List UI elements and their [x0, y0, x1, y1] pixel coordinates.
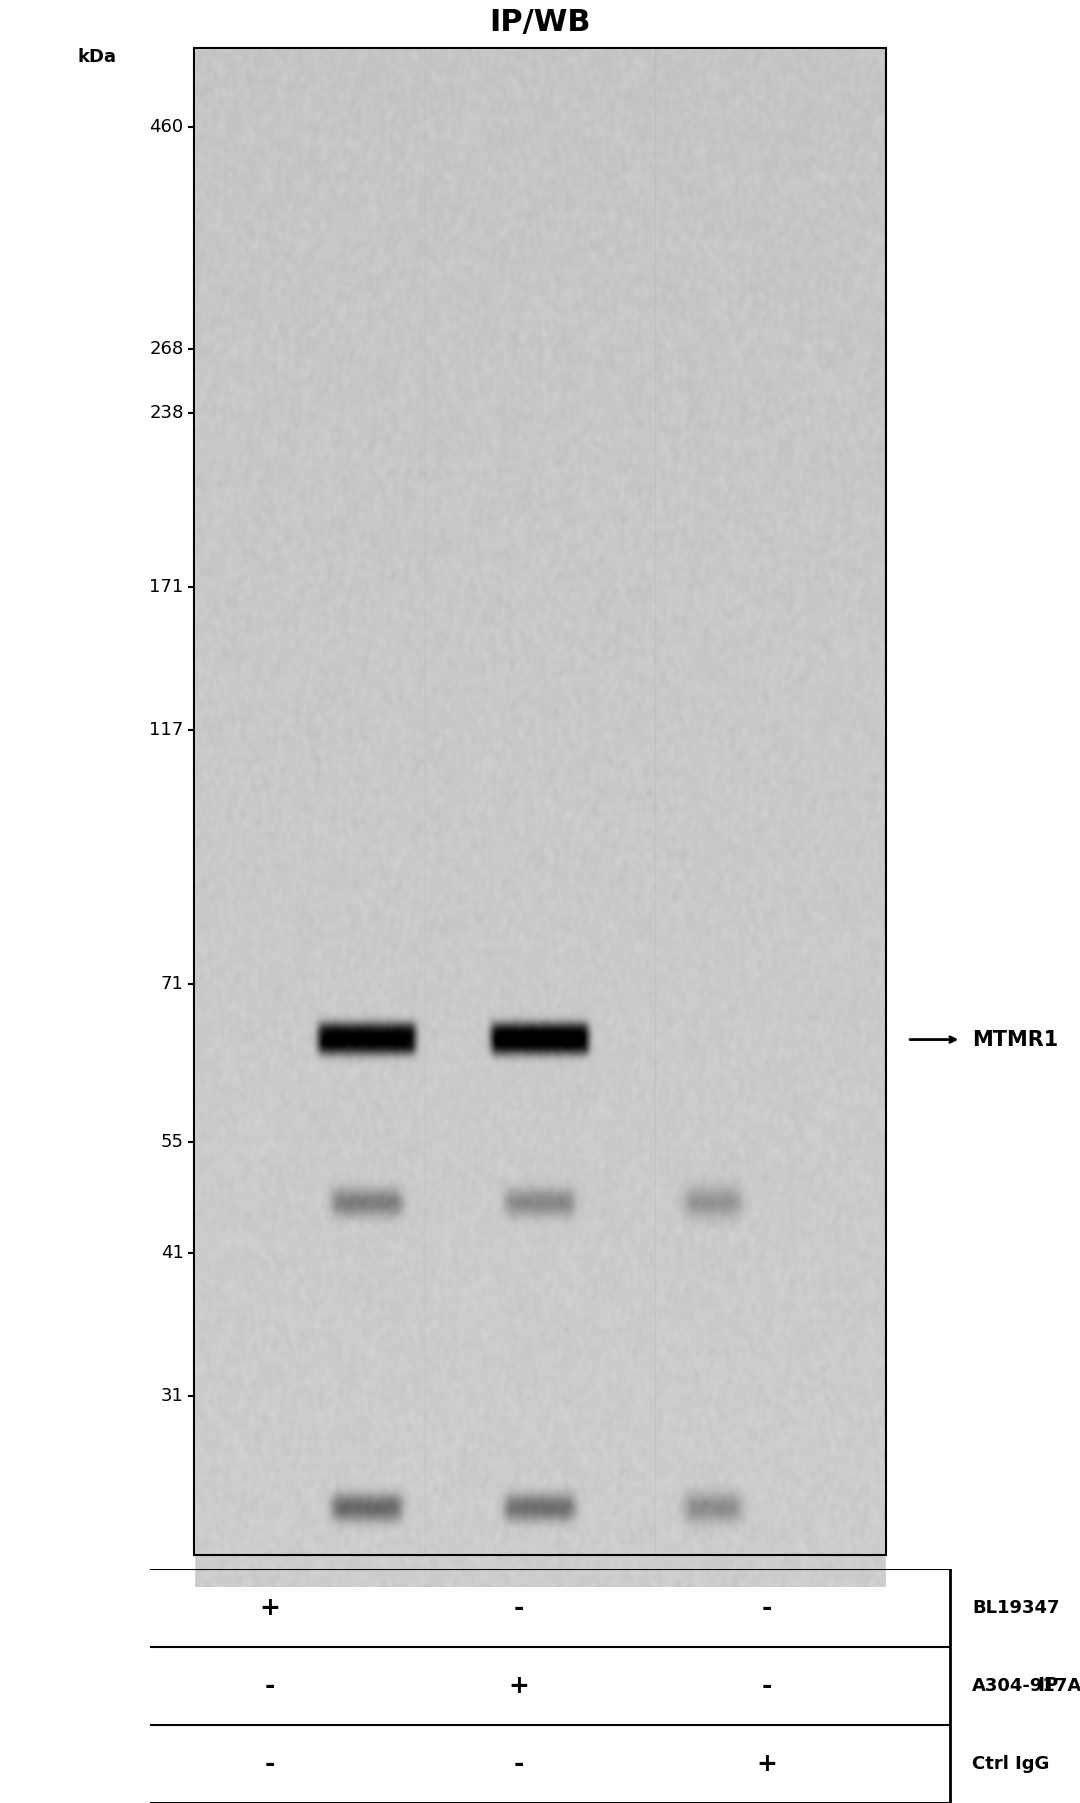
- Text: 41: 41: [161, 1244, 184, 1262]
- Text: BL19347: BL19347: [972, 1599, 1059, 1617]
- Bar: [886, 0, 1080, 1587]
- Text: A304-917A: A304-917A: [972, 1677, 1080, 1695]
- Bar: [0, 0, 1080, 47]
- Text: -: -: [513, 1596, 524, 1619]
- Text: -: -: [513, 1753, 524, 1776]
- Text: 238: 238: [149, 404, 184, 422]
- Text: IP/WB: IP/WB: [489, 7, 591, 36]
- Text: MTMR1: MTMR1: [972, 1030, 1058, 1049]
- Text: +: +: [508, 1673, 529, 1698]
- Text: 268: 268: [149, 341, 184, 359]
- Text: -: -: [761, 1596, 772, 1619]
- Text: 171: 171: [149, 579, 184, 597]
- Text: Ctrl IgG: Ctrl IgG: [972, 1754, 1050, 1772]
- Text: 71: 71: [161, 975, 184, 993]
- Text: 55: 55: [161, 1134, 184, 1152]
- Text: IP: IP: [1037, 1677, 1058, 1695]
- Text: 460: 460: [149, 117, 184, 135]
- Text: 31: 31: [161, 1387, 184, 1405]
- Bar: [0, 0, 194, 1587]
- Text: kDa: kDa: [78, 47, 117, 65]
- Text: -: -: [265, 1673, 275, 1698]
- Text: +: +: [259, 1596, 281, 1619]
- Bar: [194, 47, 886, 1554]
- Text: -: -: [265, 1753, 275, 1776]
- Text: -: -: [761, 1673, 772, 1698]
- Text: 117: 117: [149, 721, 184, 739]
- Text: +: +: [756, 1753, 778, 1776]
